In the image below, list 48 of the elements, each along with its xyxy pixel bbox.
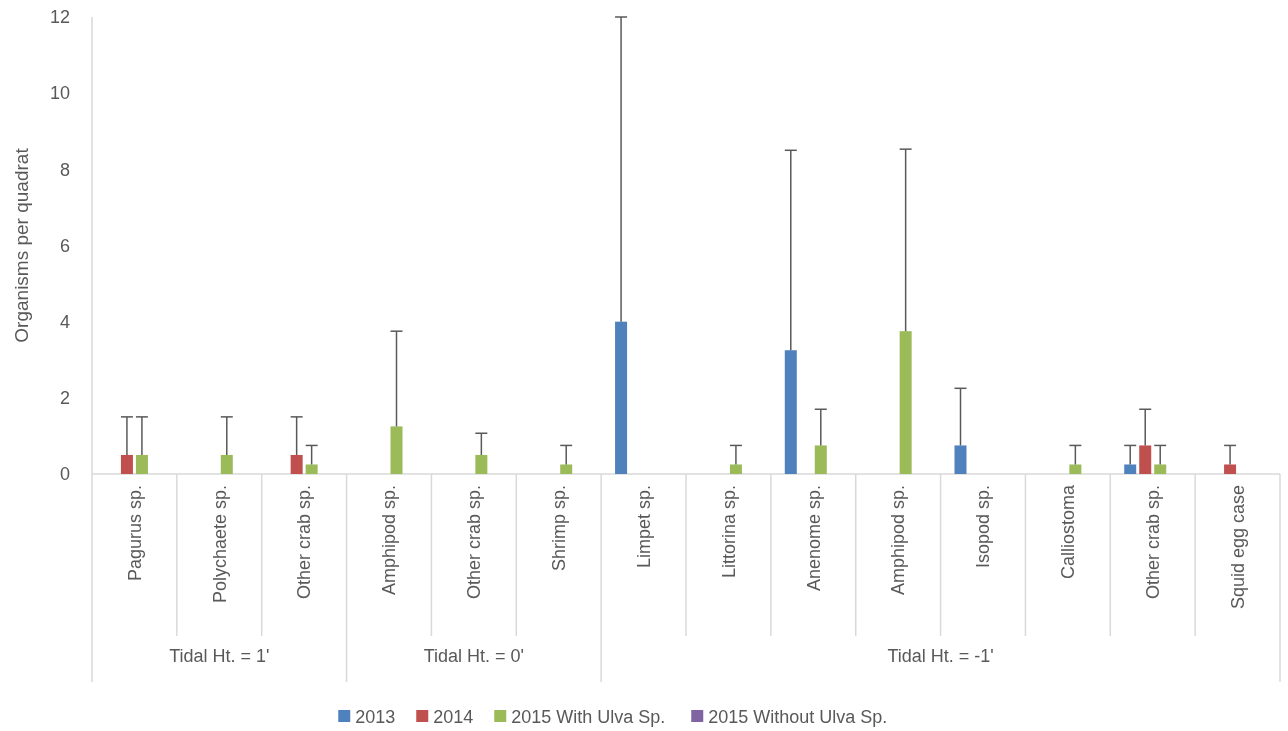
bar [475,454,488,474]
text: Tidal Ht. = 0' [423,646,525,666]
x-tick-label: Polychaete sp. [209,485,230,604]
bar [729,464,742,474]
bar [1124,464,1137,474]
bar [305,464,318,474]
y-tick-label: 10 [49,83,70,104]
y-axis-title: Organisms per quadrat [11,147,32,343]
x-tick-label: Calliostoma [1058,484,1079,580]
x-tick-label: Littorina sp. [718,485,739,579]
x-tick-label: Amphipod sp. [888,485,909,596]
y-tick-label: 12 [49,7,70,28]
bar [390,426,403,474]
legend-label: 2013 [355,707,396,728]
y-tick-label: 4 [59,311,70,332]
bar [220,454,233,474]
x-tick-label: Shrimp sp. [549,485,570,572]
bar [954,445,967,474]
y-tick-label: 2 [59,388,70,409]
y-tick-label: 8 [59,159,70,180]
bar [560,464,573,474]
y-tick-label: 0 [59,464,70,485]
legend-label: 2015 With Ulva Sp. [511,707,666,728]
bar [784,350,797,474]
bar [615,321,628,474]
y-tick-label: 6 [59,235,70,256]
bar [1139,445,1152,474]
x-tick-label: Squid egg case [1227,485,1248,610]
x-tick-label: Isopod sp. [973,485,994,569]
x-tick-label: Anenome sp. [803,485,824,592]
bar [814,445,827,474]
text: Tidal Ht. = -1' [887,646,994,666]
bar [1224,464,1237,474]
bar [899,331,912,474]
x-tick-label: Other crab sp. [294,485,315,600]
bar [1069,464,1082,474]
x-tick-label: Limpet sp. [633,485,654,569]
legend-label: 2015 Without Ulva Sp. [708,707,888,728]
x-tick-label: Other crab sp. [464,485,485,600]
bar [135,454,148,474]
bar [1154,464,1167,474]
x-tick-label: Amphipod sp. [379,485,400,596]
bar [290,454,303,474]
x-tick-label: Other crab sp. [1143,485,1164,600]
x-tick-label: Pagurus sp. [124,485,145,582]
legend-label: 2014 [433,707,474,728]
text: Tidal Ht. = 1' [169,646,270,666]
bar [120,454,133,474]
